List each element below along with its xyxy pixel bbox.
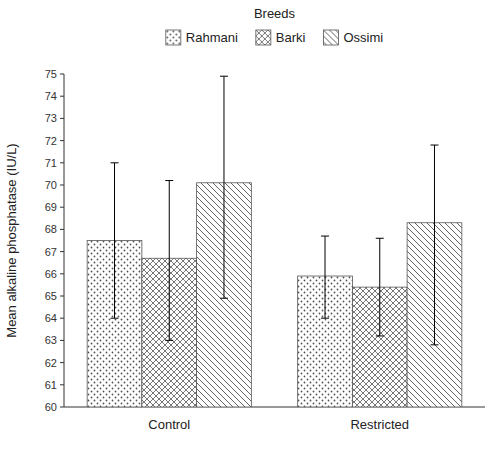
y-tick-label: 65 — [45, 290, 57, 302]
legend: Breeds Rahmani Barki Ossimi — [166, 6, 383, 45]
legend-label: Ossimi — [343, 30, 383, 45]
y-tick-label: 72 — [45, 135, 57, 147]
y-tick — [60, 140, 64, 141]
legend-item: Ossimi — [323, 30, 383, 45]
bars — [87, 76, 462, 407]
y-tick — [60, 185, 64, 186]
chart: 60 61 62 63 64 65 66 67 68 69 70 71 72 73 74 75 Mean alk… — [0, 0, 500, 453]
y-tick-label: 60 — [45, 401, 57, 413]
y-tick — [60, 273, 64, 274]
legend-label: Barki — [276, 30, 306, 45]
legend-item: Rahmani — [166, 30, 238, 45]
y-tick-label: 70 — [45, 179, 57, 191]
x-tick-label: Control — [148, 417, 190, 432]
y-tick — [60, 340, 64, 341]
y-tick-label: 61 — [45, 379, 57, 391]
y-axis-label: Mean alkaline phosphatase (IU/L) — [4, 143, 19, 337]
legend-swatch — [323, 30, 338, 45]
y-tick — [60, 251, 64, 252]
y-tick — [60, 118, 64, 119]
y-axis-line — [64, 74, 65, 407]
y-tick — [60, 296, 64, 297]
y-tick-label: 66 — [45, 268, 57, 280]
y-tick — [60, 162, 64, 163]
error-bar — [165, 181, 173, 341]
legend-item: Barki — [256, 30, 306, 45]
y-tick-label: 63 — [45, 334, 57, 346]
error-bar — [376, 238, 384, 336]
y-tick-label: 69 — [45, 201, 57, 213]
y-tick — [60, 407, 64, 408]
y-tick-label: 71 — [45, 157, 57, 169]
legend-swatch — [256, 30, 271, 45]
y-tick-label: 75 — [45, 68, 57, 80]
y-axis: 60 61 62 63 64 65 66 67 68 69 70 71 72 73 74 75 — [45, 68, 64, 413]
y-tick — [60, 229, 64, 230]
y-tick-label: 64 — [45, 312, 57, 324]
y-tick — [60, 362, 64, 363]
legend-label: Rahmani — [186, 30, 238, 45]
y-tick-label: 67 — [45, 246, 57, 258]
y-tick — [60, 318, 64, 319]
y-tick-label: 62 — [45, 357, 57, 369]
y-tick — [60, 207, 64, 208]
error-bar — [430, 145, 438, 345]
legend-swatch — [166, 30, 181, 45]
legend-title: Breeds — [254, 6, 296, 21]
error-bar — [111, 163, 119, 318]
y-tick — [60, 96, 64, 97]
y-tick-label: 68 — [45, 223, 57, 235]
error-bar — [220, 76, 228, 298]
x-tick-label: Restricted — [350, 417, 409, 432]
y-tick — [60, 74, 64, 75]
y-tick — [60, 384, 64, 385]
error-bar — [321, 236, 329, 318]
y-tick-label: 73 — [45, 112, 57, 124]
y-tick-label: 74 — [45, 90, 57, 102]
